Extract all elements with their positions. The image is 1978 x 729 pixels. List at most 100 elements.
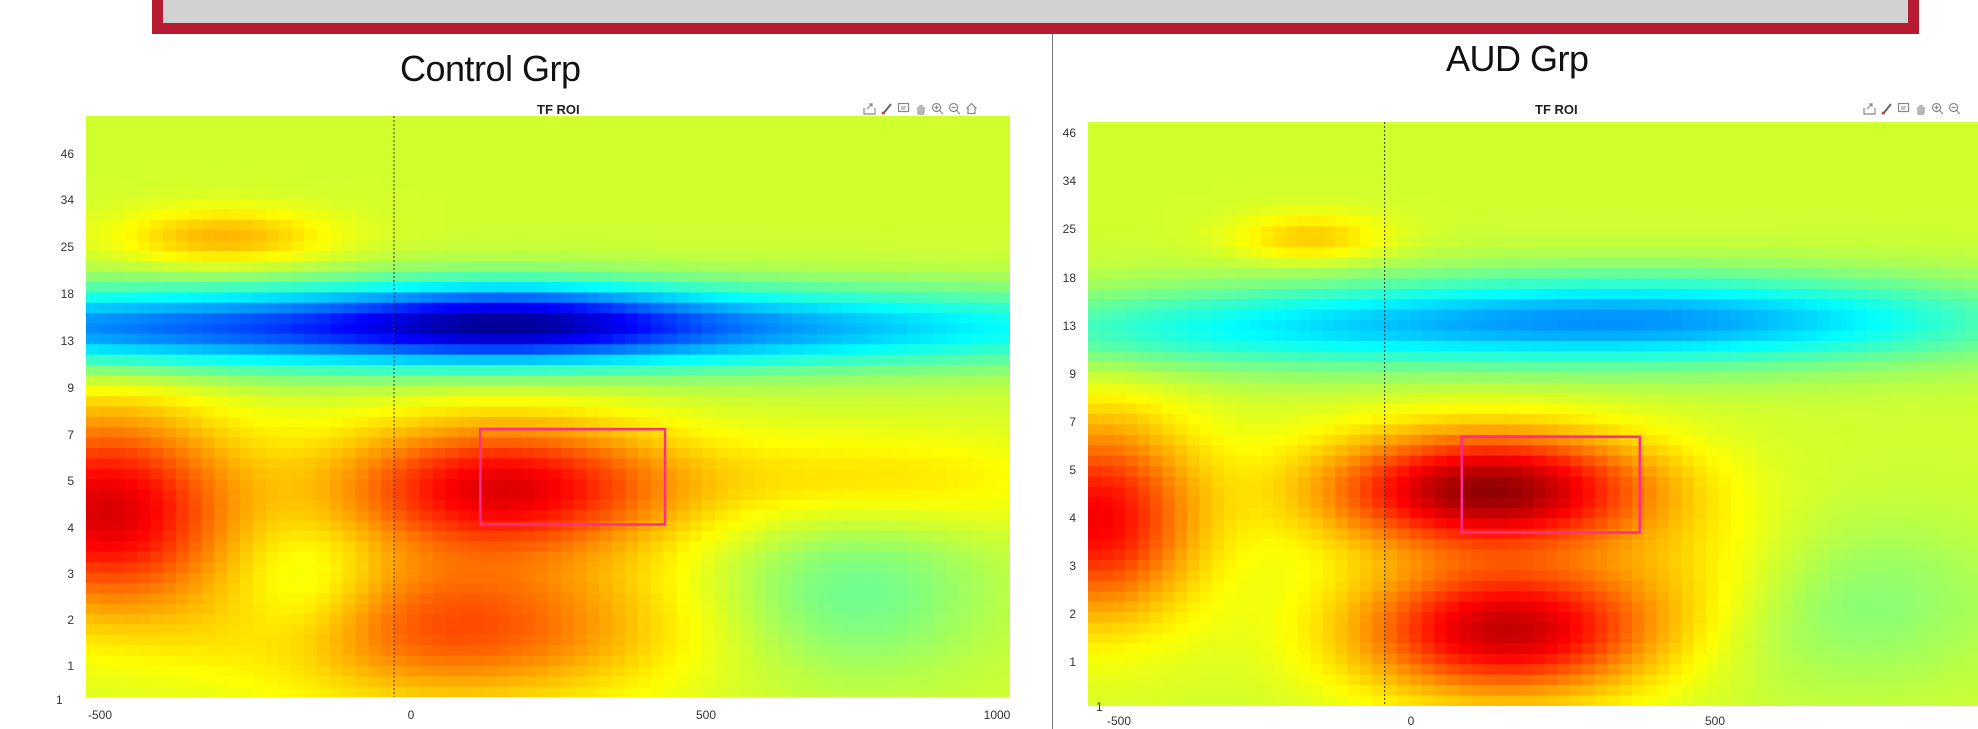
heatmap-cell (471, 313, 485, 325)
heatmap-cell (920, 365, 934, 376)
heatmap-cell (1965, 184, 1978, 196)
heatmap-cell (150, 603, 164, 615)
heatmap-cell (98, 676, 113, 688)
heatmap-cell (1928, 153, 1942, 165)
heatmap-cell (304, 479, 318, 491)
zoom-in-icon[interactable] (930, 101, 945, 116)
heatmap-cell (997, 167, 1010, 179)
export-icon[interactable] (862, 101, 877, 116)
heatmap-cell (201, 157, 215, 169)
heatmap-cell (1211, 195, 1225, 207)
heatmap-cell (368, 468, 382, 480)
heatmap-cell (458, 261, 472, 273)
tf-heatmap-aud[interactable] (1088, 122, 1978, 706)
heatmap-cell (496, 572, 511, 584)
heatmap-cell (355, 385, 369, 397)
heatmap-cell (804, 406, 819, 418)
zoom-in-icon[interactable] (1930, 101, 1945, 116)
tf-heatmap-control[interactable] (86, 116, 1010, 697)
pan-icon[interactable] (1913, 101, 1928, 116)
heatmap-cell (329, 655, 344, 667)
heatmap-cell (573, 282, 588, 293)
heatmap-cell (676, 655, 690, 667)
brush-icon[interactable] (879, 101, 894, 116)
heatmap-cell (483, 282, 498, 293)
heatmap-cell (252, 437, 267, 449)
pan-icon[interactable] (913, 101, 928, 116)
heatmap-cell (355, 313, 369, 325)
heatmap-cell (1223, 226, 1237, 238)
heatmap-cell (997, 178, 1010, 190)
heatmap-cell (291, 468, 305, 480)
heatmap-cell (997, 520, 1010, 532)
heatmap-cell (240, 147, 254, 159)
heatmap-cell (689, 551, 703, 563)
heatmap-cell (201, 562, 215, 574)
heatmap-cell (984, 302, 998, 314)
heatmap-cell (971, 676, 985, 688)
zoom-out-icon[interactable] (947, 101, 962, 116)
heatmap-cell (1767, 163, 1781, 175)
heatmap-cell (830, 178, 844, 190)
heatmap-cell (637, 354, 652, 366)
heatmap-cell (920, 634, 934, 646)
heatmap-cell (342, 199, 357, 210)
heatmap-cell (227, 686, 241, 697)
heatmap-cell (663, 437, 677, 449)
heatmap-cell (637, 323, 652, 335)
heatmap-cell (458, 271, 472, 283)
heatmap-cell (779, 167, 793, 179)
heatmap-cell (227, 344, 241, 356)
heatmap-cell (779, 240, 793, 252)
heatmap-cell (522, 157, 536, 169)
heatmap-cell (650, 499, 665, 511)
heatmap-cell (843, 624, 857, 636)
heatmap-cell (86, 448, 100, 459)
heatmap-cell (509, 385, 523, 397)
heatmap-cell (907, 499, 921, 511)
heatmap-cell (920, 448, 934, 459)
heatmap-cell (304, 427, 318, 439)
export-icon[interactable] (1862, 101, 1877, 116)
heatmap-cell (368, 178, 382, 190)
zoom-out-icon[interactable] (1947, 101, 1962, 116)
heatmap-cell (188, 136, 203, 148)
datatip-icon[interactable] (896, 101, 911, 116)
heatmap-cell (637, 437, 652, 449)
heatmap-cell (881, 489, 896, 501)
heatmap-cell (1842, 236, 1855, 248)
heatmap-cell (676, 365, 690, 376)
heatmap-cell (1409, 184, 1423, 196)
home-icon[interactable] (964, 101, 979, 116)
heatmap-cell (291, 614, 305, 625)
heatmap-cell (663, 603, 677, 615)
heatmap-cell (791, 250, 806, 262)
heatmap-cell (419, 292, 434, 304)
heatmap-cell (535, 271, 549, 283)
heatmap-cell (445, 665, 459, 677)
heatmap-cell (779, 292, 793, 304)
heatmap-cell (124, 385, 138, 397)
datatip-icon[interactable] (1896, 101, 1911, 116)
heatmap-cell (663, 427, 677, 439)
heatmap-cell (317, 126, 331, 138)
heatmap-cell (650, 603, 665, 615)
heatmap-cell (214, 271, 228, 283)
heatmap-cell (727, 188, 742, 200)
heatmap-cell (856, 302, 870, 314)
heatmap-cell (689, 406, 703, 418)
heatmap-cell (856, 676, 870, 688)
heatmap-cell (548, 448, 562, 459)
heatmap-cell (278, 593, 292, 605)
heatmap-cell (381, 354, 395, 366)
heatmap-cell (201, 468, 215, 480)
heatmap-cell (689, 219, 703, 231)
heatmap-cell (471, 147, 485, 159)
heatmap-cell (894, 354, 908, 366)
heatmap-cell (342, 126, 357, 138)
heatmap-cell (689, 603, 703, 615)
heatmap-cell (881, 562, 896, 574)
heatmap-cell (714, 510, 729, 522)
brush-icon[interactable] (1879, 101, 1894, 116)
heatmap-cell (265, 541, 280, 553)
